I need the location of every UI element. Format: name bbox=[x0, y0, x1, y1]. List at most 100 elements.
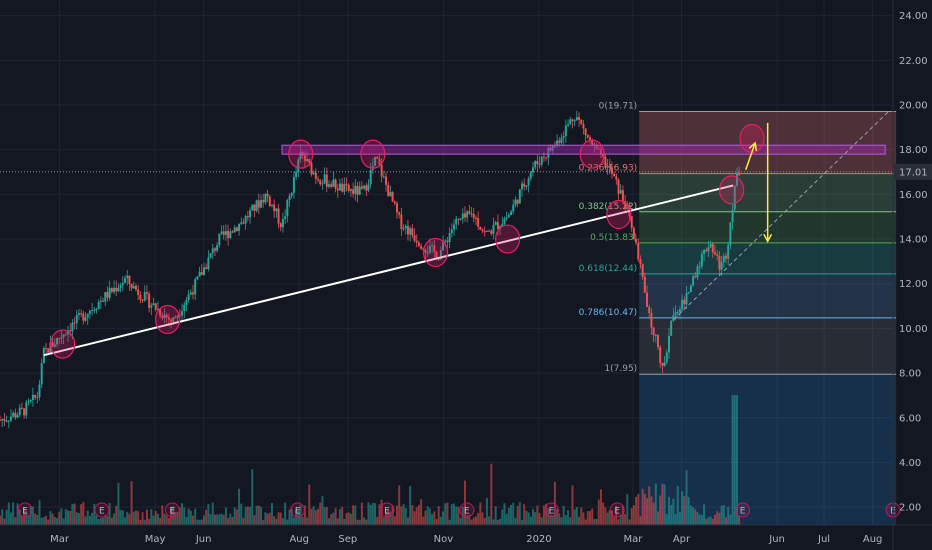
price-tick-label: 10.00 bbox=[899, 324, 928, 335]
time-axis[interactable]: Mar May Jun Aug Sep Nov 2020 Mar Apr Jun Jul Aug bbox=[0, 524, 932, 545]
candle-body bbox=[246, 216, 249, 218]
candle-body bbox=[148, 293, 151, 308]
circled-point[interactable] bbox=[719, 175, 745, 205]
candle-body bbox=[106, 292, 109, 298]
candle-body bbox=[455, 218, 458, 225]
volume-bar bbox=[716, 511, 719, 525]
candle-body bbox=[104, 292, 107, 302]
candle-body bbox=[527, 178, 530, 186]
volume-bar bbox=[599, 489, 602, 525]
volume-bar bbox=[396, 505, 398, 525]
candle-body bbox=[86, 313, 89, 318]
volume-bar bbox=[404, 508, 407, 525]
time-tick-label: Aug bbox=[289, 534, 309, 545]
candle-body bbox=[97, 301, 100, 310]
volume-bar bbox=[310, 508, 313, 525]
earnings-marker-icon[interactable] bbox=[290, 502, 306, 518]
volume-bar bbox=[604, 507, 607, 525]
volume-bar bbox=[393, 516, 396, 525]
candle-body bbox=[597, 148, 600, 150]
circled-point[interactable] bbox=[360, 139, 386, 169]
volume-bar bbox=[589, 510, 591, 525]
circled-point[interactable] bbox=[579, 139, 605, 169]
candle-body bbox=[347, 184, 350, 191]
volume-bar bbox=[521, 519, 524, 525]
circled-point[interactable] bbox=[422, 237, 449, 268]
candle-body bbox=[121, 282, 124, 286]
earnings-marker-icon[interactable] bbox=[609, 502, 625, 518]
volume-bar bbox=[503, 503, 506, 525]
event-markers[interactable]: EEEEEEEEEE bbox=[17, 502, 901, 518]
volume-bar bbox=[202, 515, 205, 525]
candle-body bbox=[273, 204, 276, 212]
candle-body bbox=[698, 266, 701, 268]
circled-point[interactable] bbox=[50, 329, 76, 359]
price-tick-label: 12.00 bbox=[899, 279, 928, 290]
circled-point[interactable] bbox=[288, 139, 314, 169]
volume-bar bbox=[132, 511, 135, 525]
candle-body bbox=[490, 230, 493, 234]
dashed-projection-line[interactable] bbox=[673, 111, 889, 320]
candle-body bbox=[580, 119, 583, 124]
volume-bar bbox=[3, 518, 6, 525]
earnings-marker-label: E bbox=[22, 507, 28, 517]
volume-bar bbox=[183, 507, 186, 525]
volume-bar bbox=[178, 507, 181, 525]
volume-bar bbox=[42, 517, 45, 525]
candlesticks bbox=[0, 110, 741, 429]
candle-body bbox=[626, 204, 629, 209]
volume-bar bbox=[481, 512, 484, 525]
volume-bar bbox=[328, 518, 330, 525]
support-trendline[interactable] bbox=[43, 184, 734, 357]
candle-body bbox=[257, 200, 260, 208]
circled-point[interactable] bbox=[606, 199, 632, 230]
volume-bar bbox=[167, 518, 170, 525]
candle-body bbox=[595, 144, 598, 149]
volume-bar bbox=[84, 516, 87, 525]
volume-bar bbox=[621, 505, 624, 525]
candle-body bbox=[613, 173, 616, 177]
volume-bar bbox=[722, 505, 725, 525]
volume-bar bbox=[64, 509, 67, 525]
arrow-shaft[interactable] bbox=[745, 142, 756, 171]
volume-bar bbox=[725, 517, 727, 525]
volume-bar bbox=[556, 509, 559, 525]
earnings-marker-icon[interactable] bbox=[379, 502, 395, 518]
candle-body bbox=[709, 243, 712, 248]
candle-body bbox=[584, 128, 587, 136]
volume-bar bbox=[431, 514, 434, 525]
candle-body bbox=[229, 231, 232, 238]
earnings-marker-icon[interactable] bbox=[735, 502, 751, 518]
candle-body bbox=[332, 179, 335, 187]
volume-bar bbox=[617, 519, 620, 525]
circled-point[interactable] bbox=[155, 304, 181, 335]
volume-bar bbox=[244, 507, 247, 525]
candle-body bbox=[156, 309, 159, 311]
candle-body bbox=[387, 184, 390, 197]
earnings-marker-icon[interactable] bbox=[94, 502, 110, 518]
volume-bar bbox=[104, 514, 107, 525]
candle-body bbox=[334, 179, 337, 189]
volume-bar bbox=[330, 514, 333, 525]
circled-point[interactable] bbox=[495, 224, 521, 254]
candle-body bbox=[349, 189, 352, 191]
earnings-marker-icon[interactable] bbox=[459, 502, 475, 518]
candle-body bbox=[463, 213, 466, 218]
price-axis[interactable]: 24.00 22.00 20.00 18.00 16.00 14.00 12.00 10.00… bbox=[892, 0, 932, 550]
candle-body bbox=[7, 420, 10, 422]
volume-bar bbox=[494, 506, 497, 525]
volume-bar bbox=[718, 512, 721, 525]
candle-body bbox=[187, 294, 190, 300]
drawing-overlays[interactable] bbox=[0, 111, 893, 359]
earnings-marker-icon[interactable] bbox=[543, 502, 559, 518]
volume-bar bbox=[224, 507, 227, 525]
candle-body bbox=[431, 245, 434, 247]
candle-body bbox=[277, 208, 280, 224]
candle-body bbox=[385, 176, 388, 185]
volume-bar bbox=[233, 507, 236, 525]
circled-point[interactable] bbox=[739, 123, 765, 154]
volume-bar bbox=[385, 511, 388, 525]
earnings-marker-icon[interactable] bbox=[17, 502, 33, 518]
earnings-marker-icon[interactable] bbox=[164, 502, 180, 518]
